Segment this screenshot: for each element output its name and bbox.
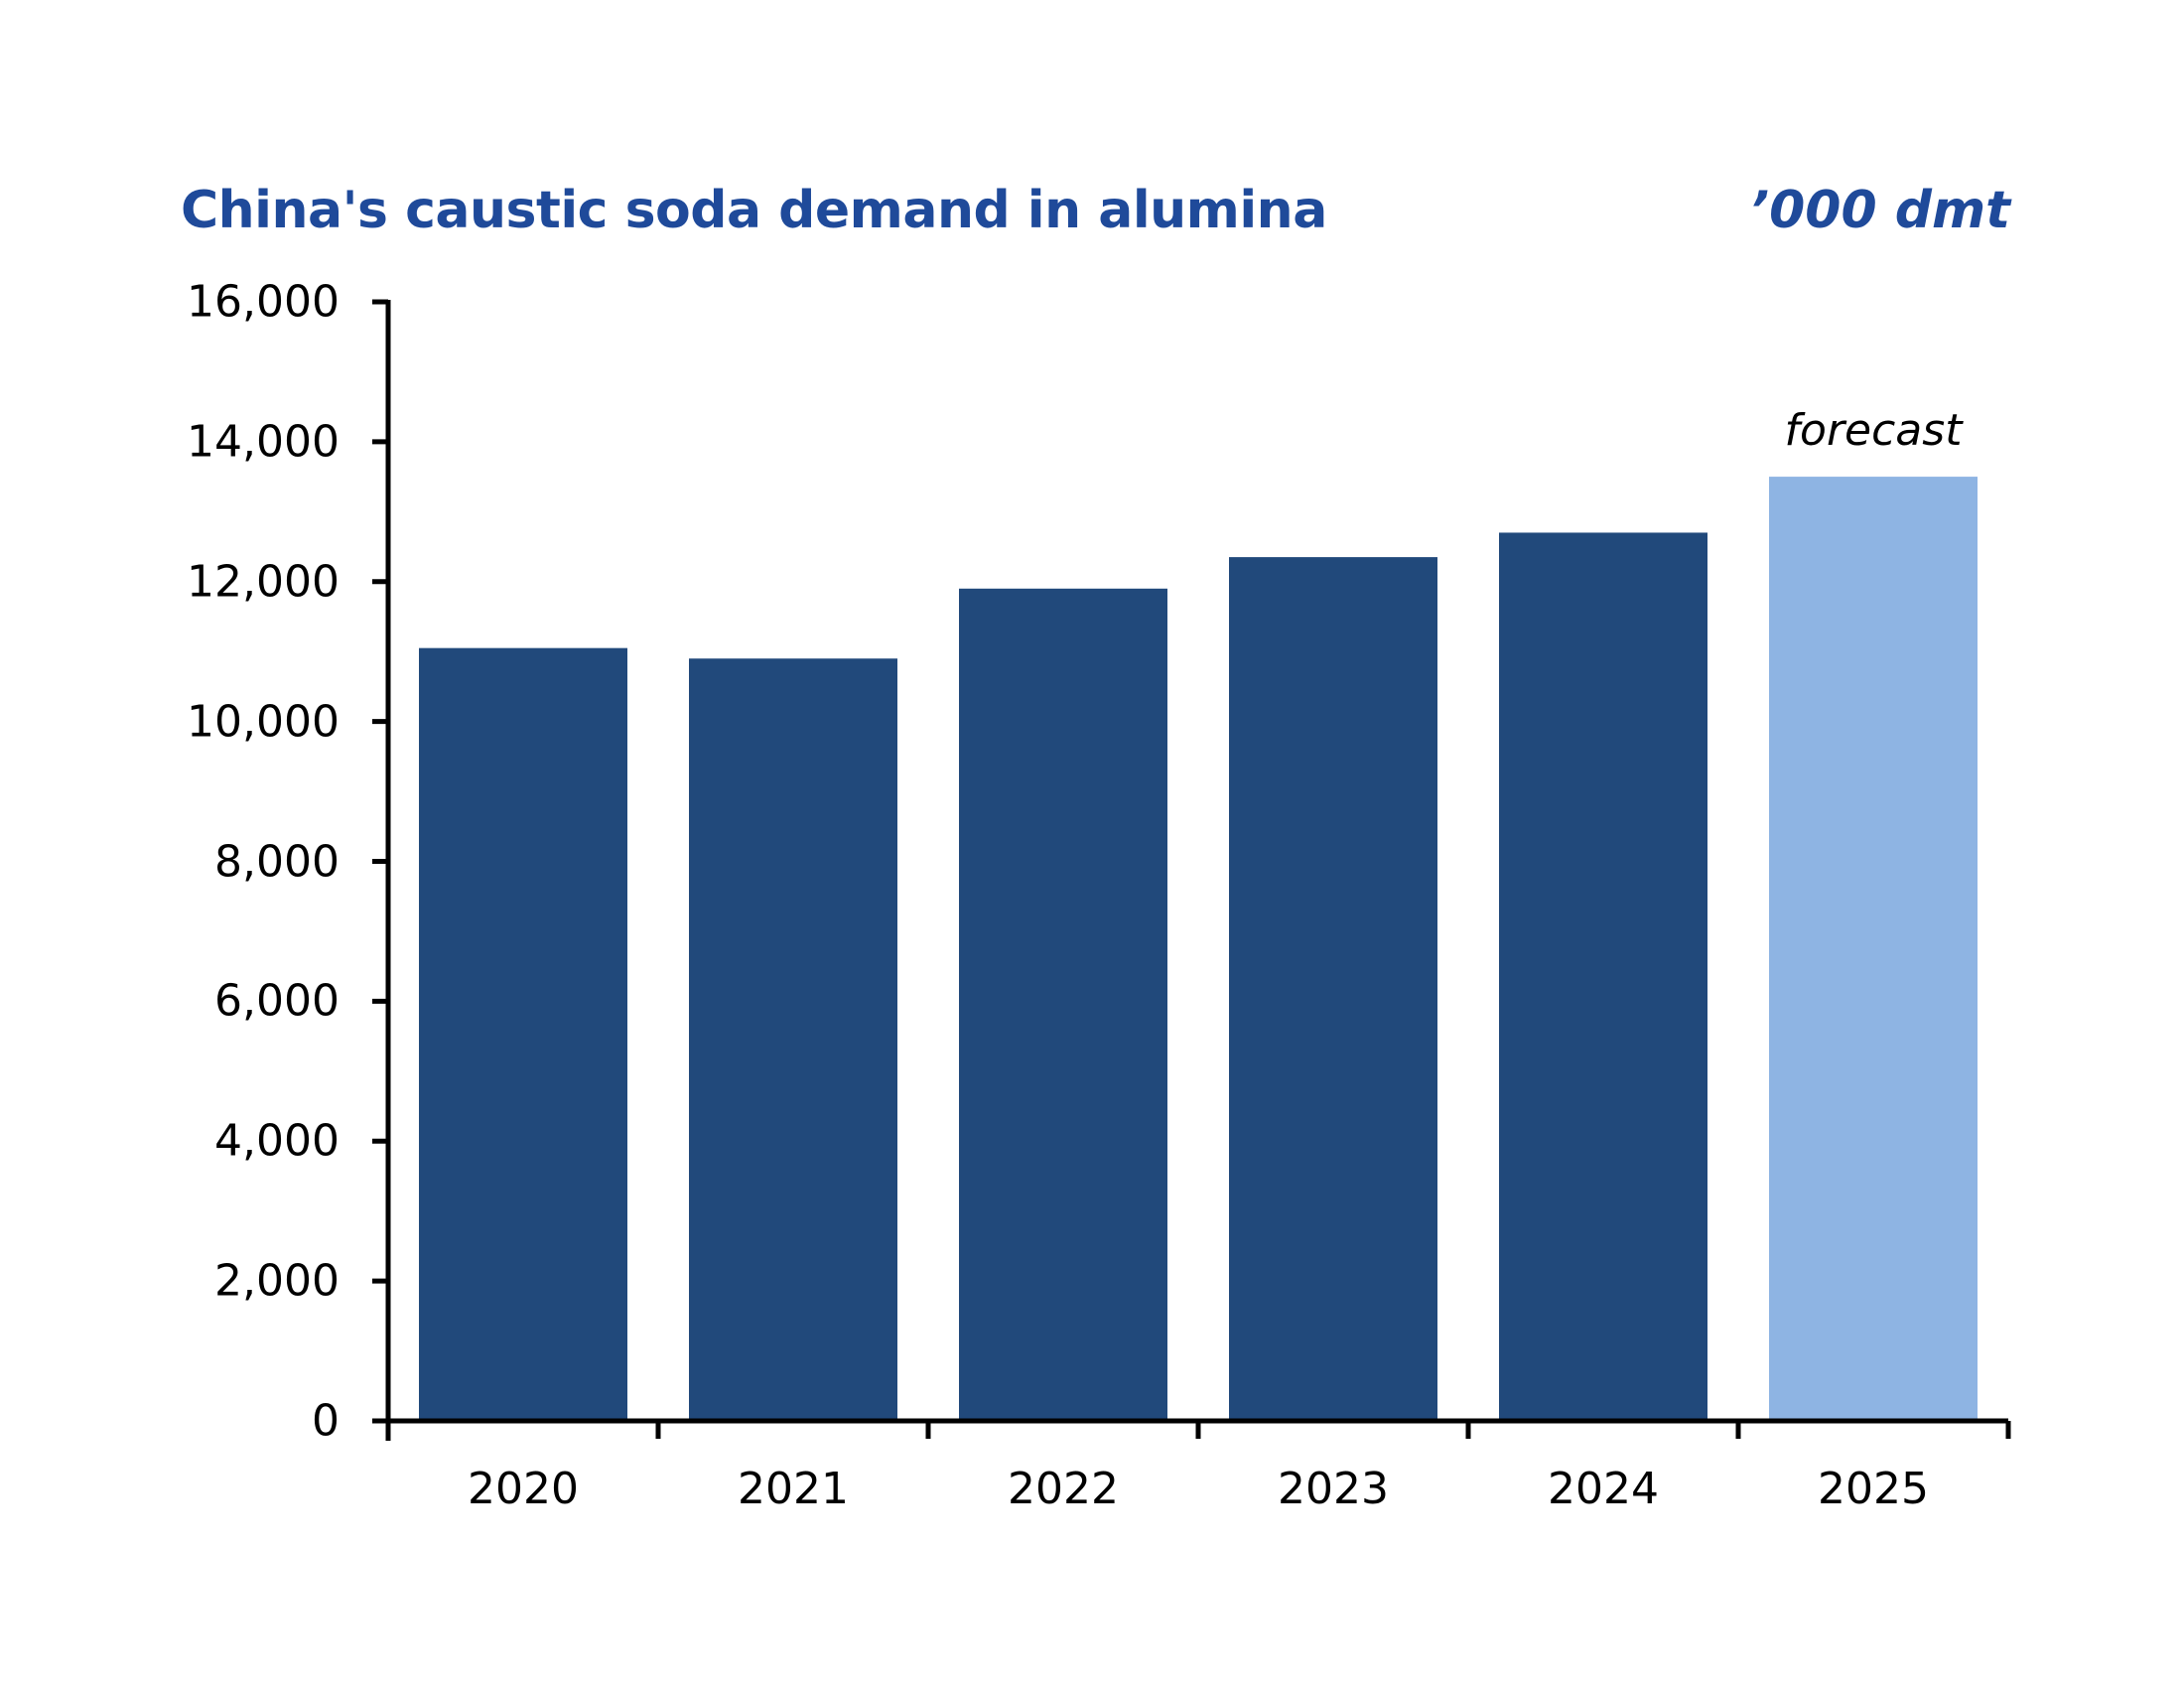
x-tick-label: 2024 [1548,1464,1659,1514]
y-tick-label: 10,000 [187,696,340,748]
y-tick-label: 0 [312,1395,340,1447]
x-tick-label: 2022 [1008,1464,1119,1514]
x-tick-label: 2021 [738,1464,849,1514]
bars-group [419,477,1978,1421]
x-tick-label: 2020 [468,1464,579,1514]
bar-2020 [419,647,627,1421]
y-tick-label: 2,000 [214,1255,340,1307]
x-tick-label: 2025 [1818,1464,1929,1514]
y-tick-label: 6,000 [214,975,340,1027]
bar-2021 [689,658,897,1421]
bar-2024 [1499,532,1707,1421]
bar-2023 [1229,557,1437,1421]
y-tick-label: 8,000 [214,836,340,887]
x-tick-label: 2023 [1278,1464,1389,1514]
y-tick-label: 4,000 [214,1115,340,1167]
axes-group [372,299,2011,1441]
unit-label: ’000 dmt [1749,181,2010,240]
y-tick-label: 16,000 [187,276,340,328]
bar-2022 [959,588,1167,1421]
y-tick-label: 14,000 [187,416,340,468]
bar-2025 [1769,477,1978,1421]
chart-title: China's caustic soda demand in alumina [181,181,1327,240]
y-tick-label: 12,000 [187,556,340,608]
forecast-annotation: forecast [1784,405,1963,457]
